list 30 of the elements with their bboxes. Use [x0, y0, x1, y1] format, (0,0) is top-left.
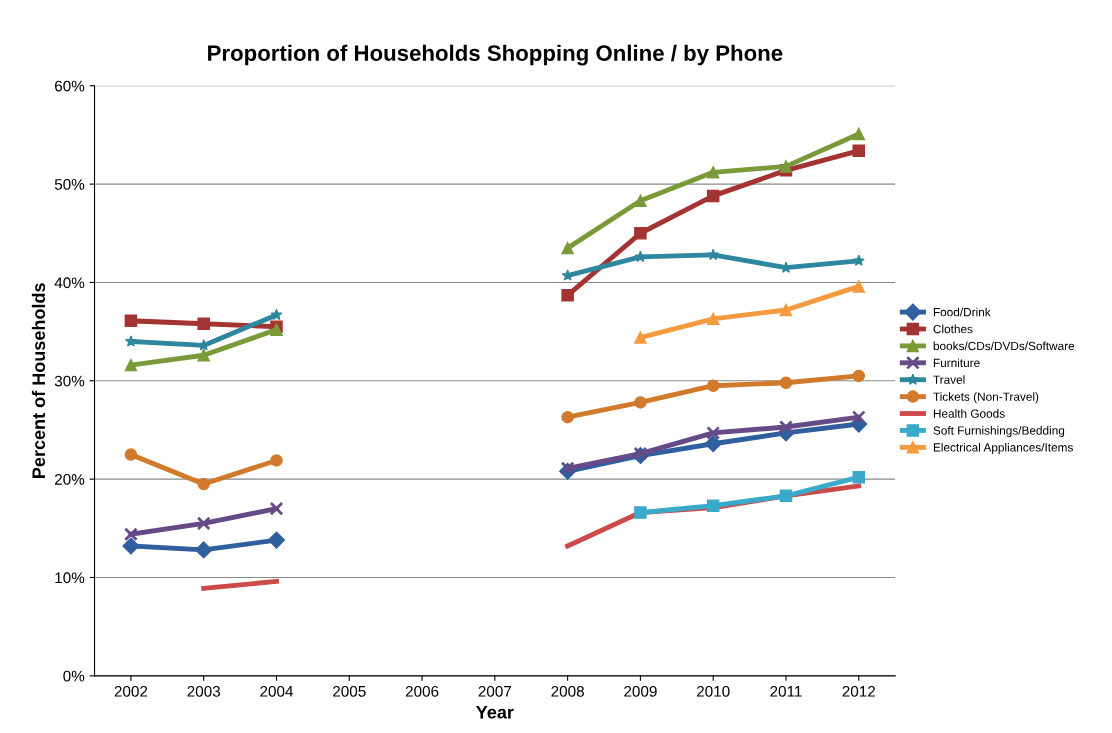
- y-tick-label: 30%: [54, 375, 85, 387]
- x-tick-label: 2011: [770, 685, 802, 697]
- y-tick-label: 20%: [54, 474, 85, 485]
- x-tick-label: 2004: [260, 685, 294, 697]
- x-tick-label: 2009: [624, 685, 657, 697]
- y-tick-label: 60%: [55, 80, 85, 92]
- legend-label: Clothes: [933, 324, 973, 334]
- x-tick-label: 2010: [696, 685, 730, 697]
- legend-label: Health Goods: [933, 409, 1005, 418]
- y-axis-title: Percent of Households: [31, 283, 46, 478]
- x-tick-label: 2008: [551, 685, 584, 697]
- x-tick-label: 2003: [187, 685, 221, 697]
- y-tick-label: 10%: [55, 572, 85, 584]
- y-tick-label: 40%: [54, 277, 85, 289]
- legend-label: books/CDs/DVDs/Software: [933, 341, 1075, 351]
- x-tick-label: 2006: [405, 685, 439, 697]
- legend-label: Furniture: [933, 358, 980, 368]
- x-tick-label: 2005: [333, 685, 366, 697]
- x-tick-label: 2007: [478, 685, 512, 697]
- legend-label: Food/Drink: [933, 307, 991, 317]
- legend-label: Tickets (Non-Travel): [933, 392, 1039, 404]
- legend-label: Electrical Appliances/Items: [933, 442, 1073, 454]
- chart-title: Proportion of Households Shopping Online / by Phone: [208, 44, 783, 66]
- legend-label: Soft Furnishings/Bedding: [933, 426, 1065, 438]
- x-tick-label: 2002: [114, 685, 148, 697]
- x-tick-label: 2012: [842, 685, 875, 697]
- legend-label: Travel: [933, 375, 965, 384]
- x-axis-title: Year: [476, 706, 514, 719]
- y-tick-label: 0%: [63, 670, 85, 682]
- y-tick-label: 50%: [54, 178, 85, 190]
